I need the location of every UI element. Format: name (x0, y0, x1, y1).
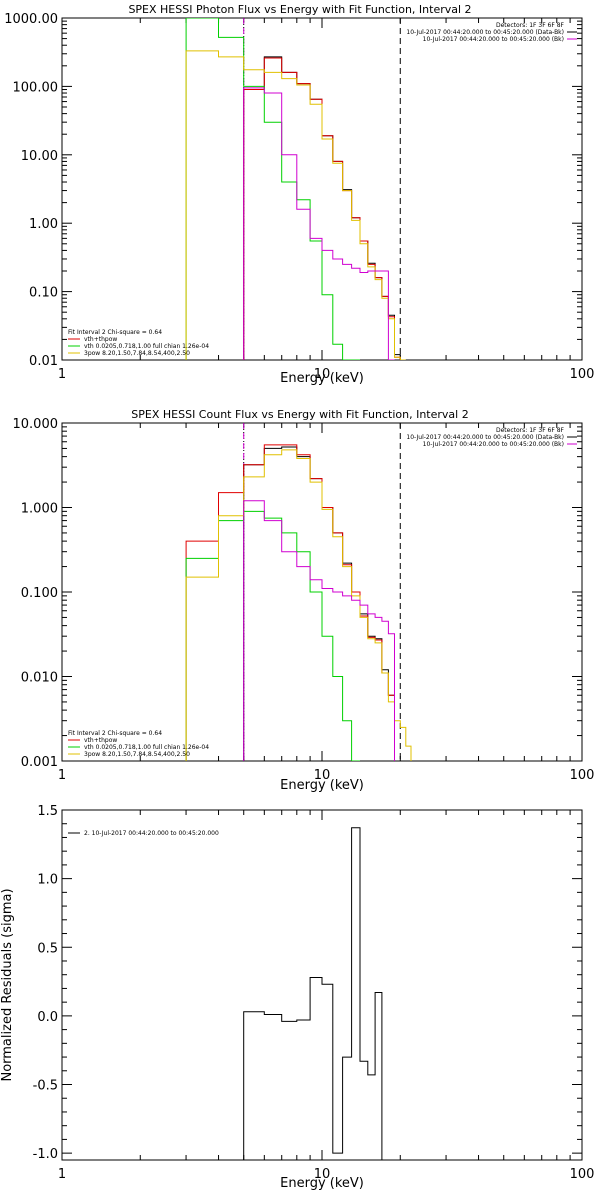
x-tick-label: 100 (570, 1167, 595, 1182)
series-line-3 (185, 510, 360, 761)
chart-title: SPEX HESSI Count Flux vs Energy with Fit… (131, 408, 468, 421)
series-line-4 (185, 50, 406, 360)
series-line-1 (243, 446, 395, 761)
info-text: Detectors: 1F 3F 6F 8F (496, 22, 565, 29)
legend-text: 3pow 8.20,1.50,7.84,8.54,400,2.50 (84, 751, 190, 758)
x-tick-label: 1 (58, 1167, 66, 1182)
chart-title: SPEX HESSI Photon Flux vs Energy with Fi… (128, 3, 471, 16)
chart-panel-3: 1 10 100 Energy (keV) -1.0 -0.5 0.0 0.5 1.0 1.5 No… (0, 804, 594, 1191)
series-line-5 (243, 87, 395, 360)
info-text: 10-Jul-2017 00:44:20.000 to 00:45:20.000… (406, 434, 564, 441)
series-line-2 (185, 444, 395, 761)
y-tick-label: 0.10 (29, 286, 58, 301)
x-axis-label: Energy (keV) (280, 371, 364, 386)
series-group (243, 827, 383, 1160)
plot-frame (61, 17, 583, 361)
y-tick-label: 10.00 (21, 149, 58, 164)
legend: 2. 10-Jul-2017 00:44:20.000 to 00:45:20.… (68, 830, 219, 837)
y-tick-label: 1.00 (29, 217, 58, 232)
y-tick-label: 0.01 (29, 354, 58, 369)
y-tick-label: 1.0 (37, 873, 58, 888)
legend: Fit Interval 2 Chi-square = 0.64vth+thpo… (68, 730, 209, 758)
x-axis: 1 10 100 (58, 18, 595, 382)
y-tick-label: 1.000 (21, 502, 58, 517)
info-text: 10-Jul-2017 00:44:20.000 to 00:45:20.000… (423, 441, 564, 448)
chart-panel-1: SPEX HESSI Photon Flux vs Energy with Fi… (4, 3, 594, 386)
y-axis: -1.0 -0.5 0.0 0.5 1.0 1.5 (33, 804, 582, 1162)
series-line-3 (185, 18, 360, 360)
series-group (185, 444, 412, 761)
x-axis: 1 10 100 (58, 423, 595, 783)
y-axis-label: Normalized Residuals (sigma) (0, 888, 15, 1081)
y-tick-label: -0.5 (33, 1079, 58, 1094)
y-tick-label: 100.00 (13, 80, 59, 95)
legend-text: vth 0.0205,0.718,1.00 full chian 1.26e-0… (84, 343, 209, 350)
legend-text: vth+thpow (84, 737, 117, 744)
x-tick-label: 1 (58, 768, 66, 783)
x-tick-label: 100 (570, 768, 595, 783)
x-tick-label: 10 (314, 367, 331, 382)
plot-frame (61, 809, 583, 1161)
legend-text: 3pow 8.20,1.50,7.84,8.54,400,2.50 (84, 350, 190, 357)
x-axis: 1 10 100 (58, 810, 595, 1182)
series-group (185, 18, 406, 360)
y-tick-label: 0.0 (37, 1010, 58, 1025)
legend-text: 2. 10-Jul-2017 00:44:20.000 to 00:45:20.… (84, 830, 219, 837)
y-tick-label: -1.0 (33, 1147, 58, 1162)
y-tick-label: 1000.00 (4, 12, 58, 27)
y-tick-label: 1.5 (37, 804, 58, 819)
x-axis-label: Energy (keV) (280, 1176, 364, 1191)
legend-text: vth+thpow (84, 336, 117, 343)
y-axis: 0.01 0.10 1.00 10.00 100.00 1000.00 (4, 12, 582, 369)
y-tick-label: 10.000 (13, 417, 59, 432)
x-tick-label: 10 (314, 768, 331, 783)
legend-text: vth 0.0205,0.718,1.00 full chian 1.26e-0… (84, 744, 209, 751)
series-line-5 (243, 500, 395, 761)
series-line-2 (243, 57, 401, 360)
series-line-4 (185, 449, 412, 761)
x-tick-label: 10 (314, 1167, 331, 1182)
x-axis-label: Energy (keV) (280, 778, 364, 793)
info-text: 10-Jul-2017 00:44:20.000 to 00:45:20.000… (406, 29, 564, 36)
x-tick-label: 100 (570, 367, 595, 382)
y-tick-label: 0.001 (21, 755, 58, 770)
chart-panel-2: SPEX HESSI Count Flux vs Energy with Fit… (13, 408, 595, 793)
legend-text: Fit Interval 2 Chi-square = 0.64 (68, 730, 162, 737)
info-text: Detectors: 1F 3F 6F 8F (496, 427, 565, 434)
y-tick-label: 0.100 (21, 586, 58, 601)
series-line-1 (243, 827, 383, 1160)
y-tick-label: 0.010 (21, 671, 58, 686)
legend-text: Fit Interval 2 Chi-square = 0.64 (68, 329, 162, 336)
legend: Fit Interval 2 Chi-square = 0.64vth+thpo… (68, 329, 209, 357)
x-tick-label: 1 (58, 367, 66, 382)
y-axis: 0.001 0.010 0.100 1.000 10.000 (13, 417, 582, 770)
info-text: 10-Jul-2017 00:44:20.000 to 00:45:20.000… (423, 36, 564, 43)
y-tick-label: 0.5 (37, 941, 58, 956)
